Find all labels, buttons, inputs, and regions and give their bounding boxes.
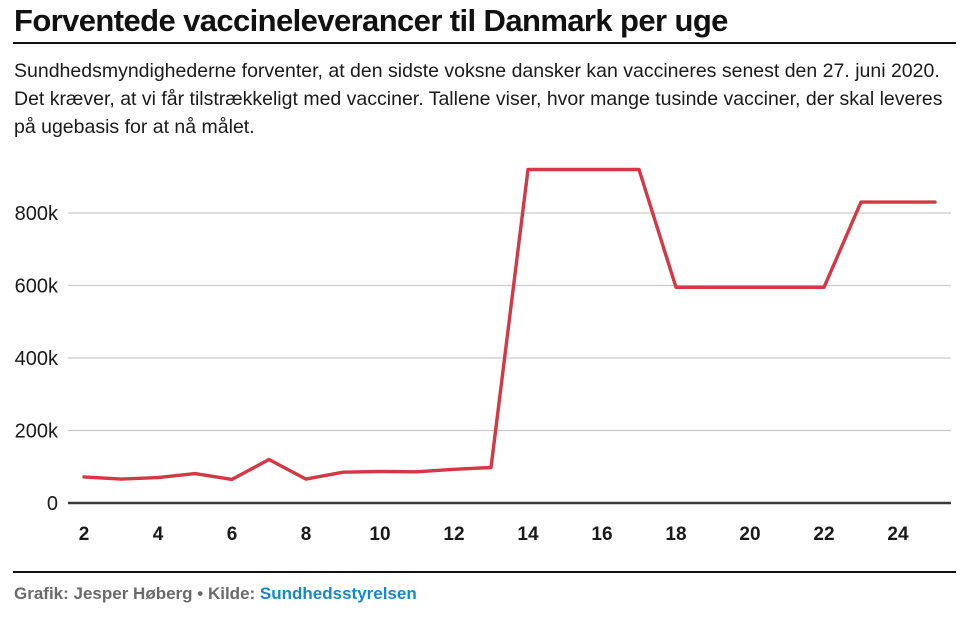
y-axis-tick-label: 0 <box>47 493 58 515</box>
credit-text: Grafik: Jesper Høberg • Kilde: <box>14 584 260 603</box>
x-axis-tick-label: 10 <box>369 524 390 545</box>
y-axis-tick-label: 600k <box>15 276 59 298</box>
x-axis-tick-label: 4 <box>153 524 164 545</box>
x-axis-tick-label: 20 <box>739 524 760 545</box>
x-axis-tick-label: 24 <box>887 524 909 545</box>
x-axis-tick-label: 8 <box>301 524 312 545</box>
footer-divider <box>13 571 956 573</box>
x-axis-tick-label: 16 <box>591 524 612 545</box>
x-axis-tick-label: 22 <box>813 524 834 545</box>
chart-description: Sundhedsmyndighederne forventer, at den … <box>14 60 943 138</box>
x-axis-tick-label: 6 <box>227 524 238 545</box>
x-axis-tick-label: 2 <box>79 524 90 545</box>
title-divider <box>13 42 956 44</box>
y-axis-tick-label: 200k <box>15 421 59 443</box>
x-axis-tick-label: 14 <box>517 524 539 545</box>
vaccine-delivery-line <box>82 167 937 482</box>
x-axis-tick-label: 18 <box>665 524 686 545</box>
chart-area: 0 200k 400k 600k 800k 2 4 6 8 10 12 14 16 18 20 22 24 <box>0 150 960 560</box>
x-axis-tick-label: 12 <box>443 524 464 545</box>
page-title: Forventede vaccineleverancer til Danmark… <box>14 3 728 38</box>
y-axis-tick-label: 800k <box>15 203 59 225</box>
y-axis-tick-label: 400k <box>15 348 59 370</box>
credit-line: Grafik: Jesper Høberg • Kilde: Sundhedss… <box>14 584 949 604</box>
source-link[interactable]: Sundhedsstyrelsen <box>259 584 417 603</box>
